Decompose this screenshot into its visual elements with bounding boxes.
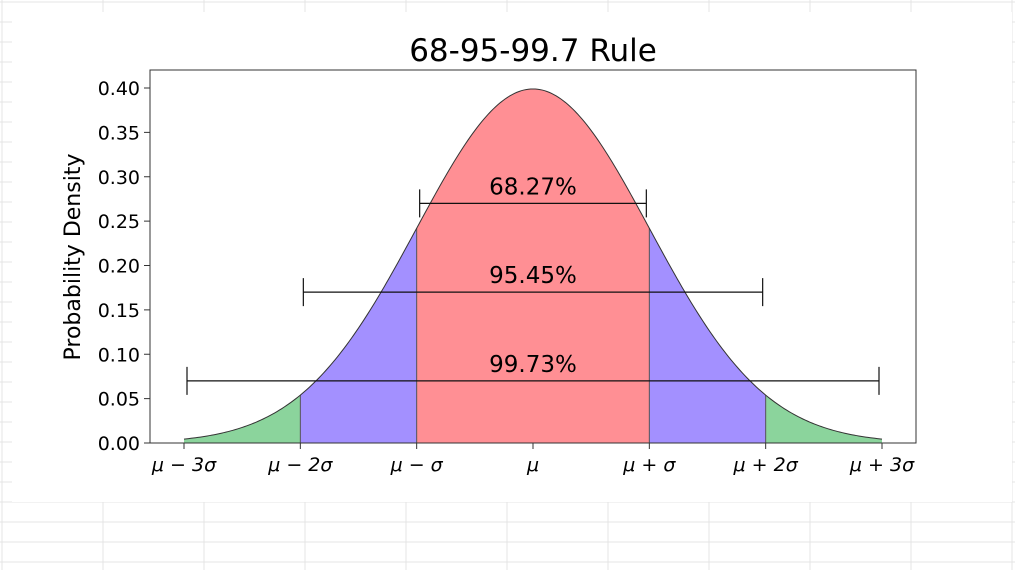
interval-label: 95.45% <box>489 263 577 289</box>
region-1 <box>300 228 417 443</box>
chart-title: 68-95-99.7 Rule <box>409 33 657 69</box>
x-tick-label: μ + 3σ <box>849 454 915 476</box>
y-tick-label: 0.25 <box>98 211 140 233</box>
interval-1: 95.45% <box>302 263 764 307</box>
interval-2: 99.73% <box>186 352 880 395</box>
y-tick-label: 0.10 <box>98 344 140 366</box>
region-2 <box>416 88 650 443</box>
interval-0: 68.27% <box>419 174 647 218</box>
region-0 <box>184 395 301 443</box>
y-tick-label: 0.40 <box>98 78 140 100</box>
interval-brackets: 68.27% 95.45% 99.73% <box>186 174 880 395</box>
y-axis-label: Probability Density <box>61 154 86 361</box>
y-tick-label: 0.20 <box>98 256 140 278</box>
region-4 <box>765 395 882 443</box>
y-tick-label: 0.15 <box>98 300 140 322</box>
x-axis-ticks: μ − 3σ μ − 2σ μ − σ μ μ + σ μ + 2σ μ + 3σ <box>151 443 915 476</box>
region-dividers <box>299 228 767 443</box>
interval-label: 68.27% <box>489 174 577 200</box>
y-tick-label: 0.00 <box>98 433 140 455</box>
y-tick-label: 0.35 <box>98 122 140 144</box>
x-tick-label: μ − 3σ <box>151 454 217 476</box>
y-tick-label: 0.05 <box>98 389 140 411</box>
shaded-regions <box>184 88 882 443</box>
region-3 <box>649 228 766 443</box>
x-tick-label: μ + 2σ <box>733 454 799 476</box>
x-tick-label: μ <box>526 454 539 476</box>
interval-label: 99.73% <box>489 352 577 378</box>
y-axis-ticks: 0.00 0.05 0.10 0.15 0.20 0.25 0.30 0.35 0.40 <box>98 78 150 455</box>
density-curve <box>183 88 883 440</box>
y-tick-label: 0.30 <box>98 167 140 189</box>
x-tick-label: μ + σ <box>622 454 676 476</box>
x-tick-label: μ − σ <box>390 454 444 476</box>
x-tick-label: μ − 2σ <box>267 454 333 476</box>
